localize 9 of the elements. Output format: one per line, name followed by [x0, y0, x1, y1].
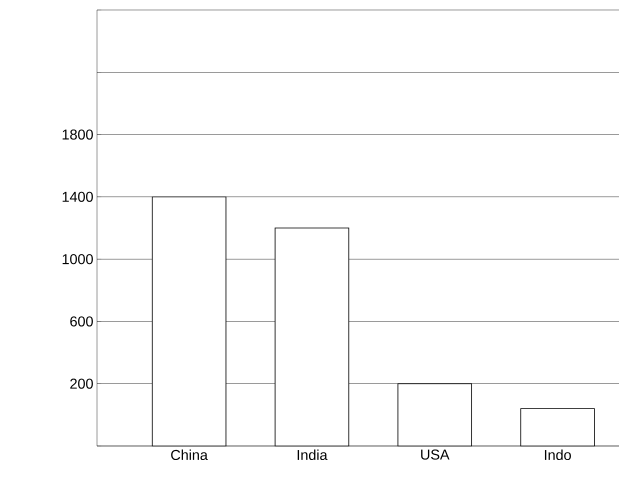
y-tick-label: 1800	[62, 129, 93, 140]
x-tick-label: USA	[421, 450, 450, 460]
y-tick-label: 1000	[62, 254, 93, 264]
x-tick-label: India	[298, 450, 328, 460]
x-tick-label: China	[171, 450, 208, 460]
y-tick-label: 1400	[62, 192, 93, 202]
y-tick-label: 200	[70, 378, 93, 389]
x-tick-label: Indo	[544, 450, 571, 460]
y-tick-label: 600	[70, 316, 93, 327]
